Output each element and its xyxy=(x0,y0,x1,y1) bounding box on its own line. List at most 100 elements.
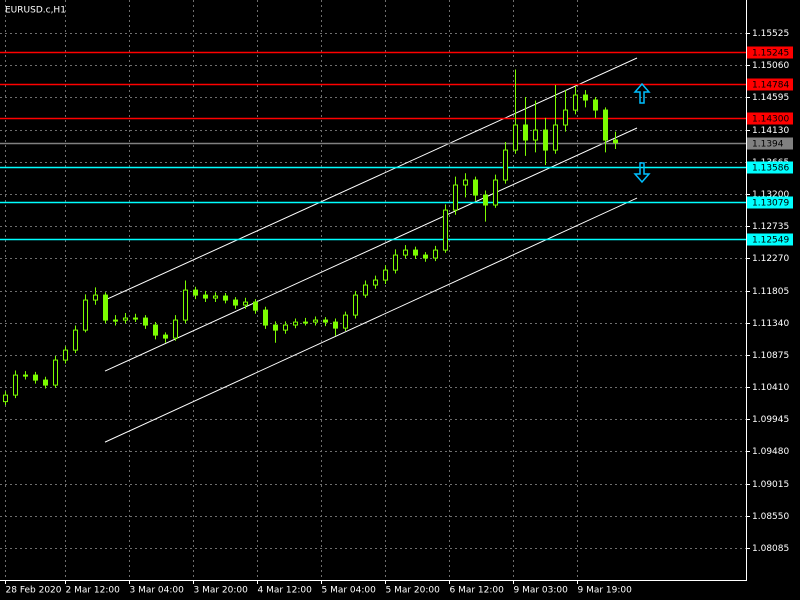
candle-body xyxy=(13,374,18,396)
price-level-tag xyxy=(747,161,793,174)
y-tick-label: 1.12735 xyxy=(752,222,789,232)
y-tick-label: 1.11805 xyxy=(752,287,789,297)
x-tick-label: 9 Mar 19:00 xyxy=(578,586,633,596)
candle-body xyxy=(23,374,28,377)
x-tick-label: 5 Mar 20:00 xyxy=(386,586,441,596)
price-level-label: 1.13586 xyxy=(752,164,789,174)
candle-body xyxy=(463,179,468,186)
candle-body xyxy=(63,349,68,361)
y-tick-label: 1.13200 xyxy=(752,190,789,200)
candle-body xyxy=(373,279,378,286)
candle-body xyxy=(603,109,608,141)
x-tick-label: 28 Feb 2020 xyxy=(6,586,62,596)
candle-body xyxy=(313,319,318,323)
price-level-tag xyxy=(747,78,793,91)
candle-body xyxy=(83,299,88,331)
candle-body xyxy=(283,324,288,331)
price-level-tag xyxy=(747,137,793,150)
y-tick-label: 1.14595 xyxy=(752,93,789,103)
candle-body xyxy=(173,319,178,339)
price-level-label: 1.14784 xyxy=(752,81,789,91)
y-tick-label: 1.15060 xyxy=(752,61,789,71)
x-tick-label: 4 Mar 12:00 xyxy=(258,586,313,596)
candle-body xyxy=(413,249,418,256)
candle-body xyxy=(213,295,218,299)
down-arrow-icon xyxy=(633,162,651,184)
candle-body xyxy=(333,321,338,329)
candle-body xyxy=(353,294,358,316)
x-tick-label: 3 Mar 20:00 xyxy=(194,586,249,596)
y-tick-label: 1.09945 xyxy=(752,415,789,425)
candle-body xyxy=(483,194,488,206)
candle-body xyxy=(223,295,228,301)
x-tick-label: 5 Mar 04:00 xyxy=(322,586,377,596)
candle-body xyxy=(233,299,238,306)
chart-title: EURUSD.c,H1 xyxy=(5,6,66,16)
candle-body xyxy=(343,314,348,329)
candle-body xyxy=(113,319,118,322)
price-level-tag xyxy=(747,46,793,59)
candle-body xyxy=(193,289,198,296)
up-arrow-icon xyxy=(633,82,651,104)
candle-body xyxy=(3,394,8,403)
x-tick-label: 2 Mar 12:00 xyxy=(66,586,121,596)
y-tick-label: 1.09015 xyxy=(752,480,789,490)
label-layer: 1.155251.150601.145951.141301.136651.132… xyxy=(6,29,793,596)
channel-line xyxy=(104,197,638,443)
candle-body xyxy=(563,109,568,126)
candle-body xyxy=(613,139,618,144)
candle-body xyxy=(403,249,408,256)
candle-body xyxy=(433,249,438,259)
y-tick-label: 1.12270 xyxy=(752,254,789,264)
y-tick-label: 1.11340 xyxy=(752,319,789,329)
channel-line xyxy=(104,57,638,301)
candle-body xyxy=(263,309,268,326)
price-level-label: 1.1394 xyxy=(752,140,784,150)
candle-body xyxy=(133,317,138,320)
candle-body xyxy=(73,329,78,351)
candle-body xyxy=(303,321,308,324)
y-tick-label: 1.08550 xyxy=(752,512,789,522)
candle-body xyxy=(473,179,478,196)
candle-body xyxy=(553,124,558,151)
candle-body xyxy=(293,321,298,326)
x-tick-label: 3 Mar 04:00 xyxy=(130,586,185,596)
candle-body xyxy=(43,379,48,386)
candle-body xyxy=(123,317,128,321)
y-tick-label: 1.09480 xyxy=(752,447,789,457)
candle-body xyxy=(503,149,508,181)
price-level-label: 1.12549 xyxy=(752,236,789,246)
y-tick-label: 1.08085 xyxy=(752,544,789,554)
candle-body xyxy=(543,129,548,151)
candle-body xyxy=(273,324,278,331)
candle-body xyxy=(533,129,538,141)
price-level-tag xyxy=(747,233,793,246)
candle-body xyxy=(523,124,528,141)
candle-body xyxy=(423,254,428,259)
candle-body xyxy=(493,179,498,206)
candle-body xyxy=(153,324,158,336)
price-level-label: 1.14300 xyxy=(752,115,789,125)
y-tick-label: 1.14130 xyxy=(752,126,789,136)
candle-body xyxy=(103,294,108,321)
candle-body xyxy=(253,301,258,311)
candle-body xyxy=(143,317,148,326)
y-tick-label: 1.15525 xyxy=(752,29,789,39)
candle-body xyxy=(93,294,98,301)
candle-body xyxy=(203,294,208,299)
price-level-label: 1.13079 xyxy=(752,199,789,209)
candle-body xyxy=(183,289,188,321)
candle-body xyxy=(53,359,58,386)
candle-body xyxy=(383,269,388,281)
channel-line xyxy=(104,127,638,372)
candle-body xyxy=(443,209,448,251)
candle-body xyxy=(323,319,328,323)
candle-body xyxy=(583,94,588,101)
candle-body xyxy=(393,254,398,271)
price-level-tag xyxy=(747,112,793,125)
candle-body xyxy=(513,124,518,151)
candle-body xyxy=(33,374,38,381)
candle-body xyxy=(593,99,598,111)
